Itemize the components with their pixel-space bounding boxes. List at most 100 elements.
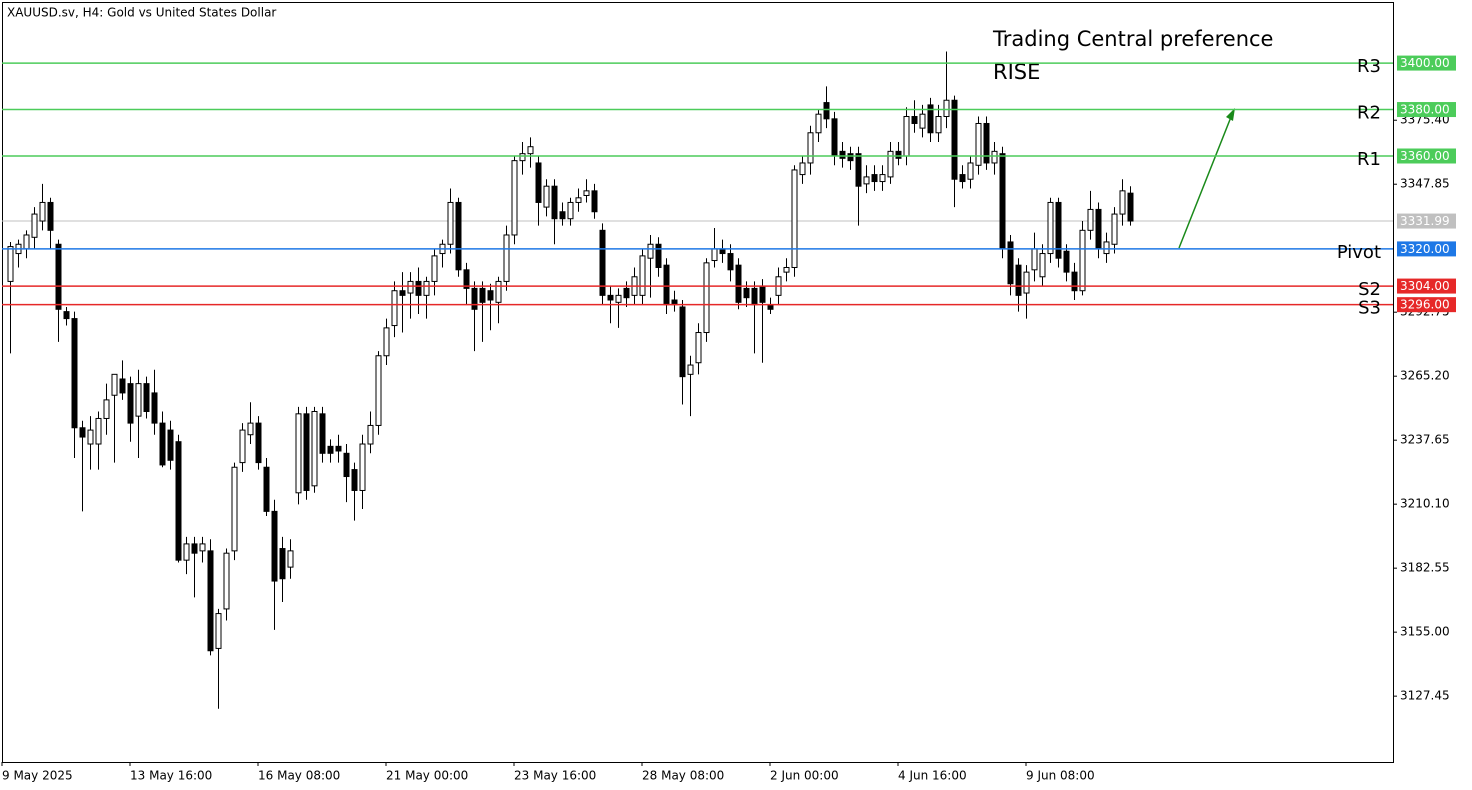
candle-body bbox=[887, 150, 894, 178]
candle-body bbox=[367, 424, 374, 445]
candle-body bbox=[431, 255, 438, 282]
candle-body bbox=[863, 176, 870, 185]
candle-body bbox=[175, 441, 182, 561]
y-tick-label: 3155.00 bbox=[1400, 625, 1450, 639]
candle-body bbox=[303, 413, 310, 491]
y-tick-label: 3127.45 bbox=[1400, 689, 1450, 703]
candle-body bbox=[943, 99, 950, 118]
candle-body bbox=[799, 162, 806, 176]
candle-body bbox=[599, 229, 606, 296]
candle-body bbox=[503, 234, 510, 282]
candle-body bbox=[223, 552, 230, 610]
candle-body bbox=[1007, 241, 1014, 285]
candle-body bbox=[399, 290, 406, 296]
candle-body bbox=[687, 364, 694, 375]
candle-body bbox=[111, 373, 118, 396]
candle-body bbox=[823, 102, 830, 120]
candle-body bbox=[167, 429, 174, 461]
candle-body bbox=[471, 287, 478, 310]
candle-body bbox=[351, 469, 358, 491]
level-box bbox=[1397, 278, 1456, 294]
x-tick-label: 2 Jun 00:00 bbox=[770, 769, 839, 783]
candle-body bbox=[759, 285, 766, 303]
candle-body bbox=[63, 311, 70, 320]
candle-body bbox=[1023, 271, 1030, 294]
candle-body bbox=[39, 201, 46, 222]
candle-body bbox=[271, 510, 278, 582]
candle-body bbox=[583, 190, 590, 196]
level-name: R1 bbox=[1357, 149, 1381, 170]
last-price-label: 3331.99 bbox=[1400, 214, 1450, 228]
arrow-shaft bbox=[1178, 116, 1232, 249]
candle-body bbox=[151, 392, 158, 424]
candle-body bbox=[183, 543, 190, 561]
candle-body bbox=[263, 466, 270, 512]
candle-body bbox=[855, 153, 862, 187]
candle-body bbox=[791, 169, 798, 268]
candle-body bbox=[103, 399, 110, 419]
candle-body bbox=[255, 422, 262, 464]
level-box-label: 3400.00 bbox=[1400, 56, 1450, 70]
candle-body bbox=[79, 427, 86, 438]
candle-body bbox=[71, 318, 78, 429]
candle-body bbox=[1127, 192, 1134, 222]
candle-body bbox=[711, 248, 718, 262]
x-tick-label: 9 Jun 08:00 bbox=[1026, 769, 1095, 783]
level-box-label: 3380.00 bbox=[1400, 103, 1450, 117]
candle-body bbox=[1071, 271, 1078, 292]
level-box-label: 3360.00 bbox=[1400, 149, 1450, 163]
candle-body bbox=[359, 443, 366, 491]
candle-body bbox=[959, 174, 966, 183]
level-box bbox=[1397, 55, 1456, 71]
candle-body bbox=[407, 280, 414, 294]
candle-body bbox=[735, 264, 742, 303]
level-name: R3 bbox=[1357, 56, 1381, 77]
candle-body bbox=[23, 234, 30, 250]
candle-body bbox=[783, 266, 790, 273]
candle-body bbox=[543, 185, 550, 208]
chart-title: XAUUSD.sv, H4: Gold vs United States Dol… bbox=[7, 6, 276, 20]
candle-body bbox=[375, 355, 382, 426]
y-tick-label: 3265.20 bbox=[1400, 369, 1450, 383]
candle-body bbox=[655, 243, 662, 268]
candle-body bbox=[999, 153, 1006, 250]
candle-body bbox=[1095, 208, 1102, 250]
candle-body bbox=[207, 550, 214, 652]
annotation: RISE bbox=[993, 60, 1040, 84]
candle-body bbox=[447, 201, 454, 245]
candle-body bbox=[135, 383, 142, 417]
x-tick-label: 4 Jun 16:00 bbox=[898, 769, 967, 783]
y-tick-label: 3237.65 bbox=[1400, 433, 1450, 447]
candle-body bbox=[895, 150, 902, 159]
candle-body bbox=[1055, 201, 1062, 259]
candle-body bbox=[663, 264, 670, 306]
candle-body bbox=[423, 280, 430, 296]
candle-body bbox=[335, 445, 342, 452]
level-name: S2 bbox=[1358, 279, 1381, 300]
candle-body bbox=[527, 146, 534, 155]
candle-body bbox=[127, 383, 134, 424]
candle-body bbox=[551, 185, 558, 220]
candle-body bbox=[559, 211, 566, 220]
candle-body bbox=[575, 197, 582, 203]
plot-area bbox=[2, 51, 1393, 709]
level-box-label: 3304.00 bbox=[1400, 279, 1450, 293]
level-box-label: 3320.00 bbox=[1400, 242, 1450, 256]
candle-body bbox=[1015, 264, 1022, 296]
candle-body bbox=[703, 262, 710, 334]
y-tick-label: 3347.85 bbox=[1400, 177, 1450, 191]
candle-body bbox=[311, 410, 318, 487]
level-box bbox=[1397, 102, 1456, 118]
candle-body bbox=[143, 383, 150, 412]
candle-body bbox=[511, 160, 518, 236]
candle-body bbox=[903, 116, 910, 157]
candle-body bbox=[1103, 241, 1110, 255]
candle-body bbox=[615, 294, 622, 303]
candle-body bbox=[55, 243, 62, 310]
candle-body bbox=[847, 153, 854, 162]
candle-body bbox=[327, 445, 334, 454]
candle-body bbox=[1063, 250, 1070, 273]
candle-body bbox=[239, 429, 246, 464]
candle-body bbox=[463, 269, 470, 289]
